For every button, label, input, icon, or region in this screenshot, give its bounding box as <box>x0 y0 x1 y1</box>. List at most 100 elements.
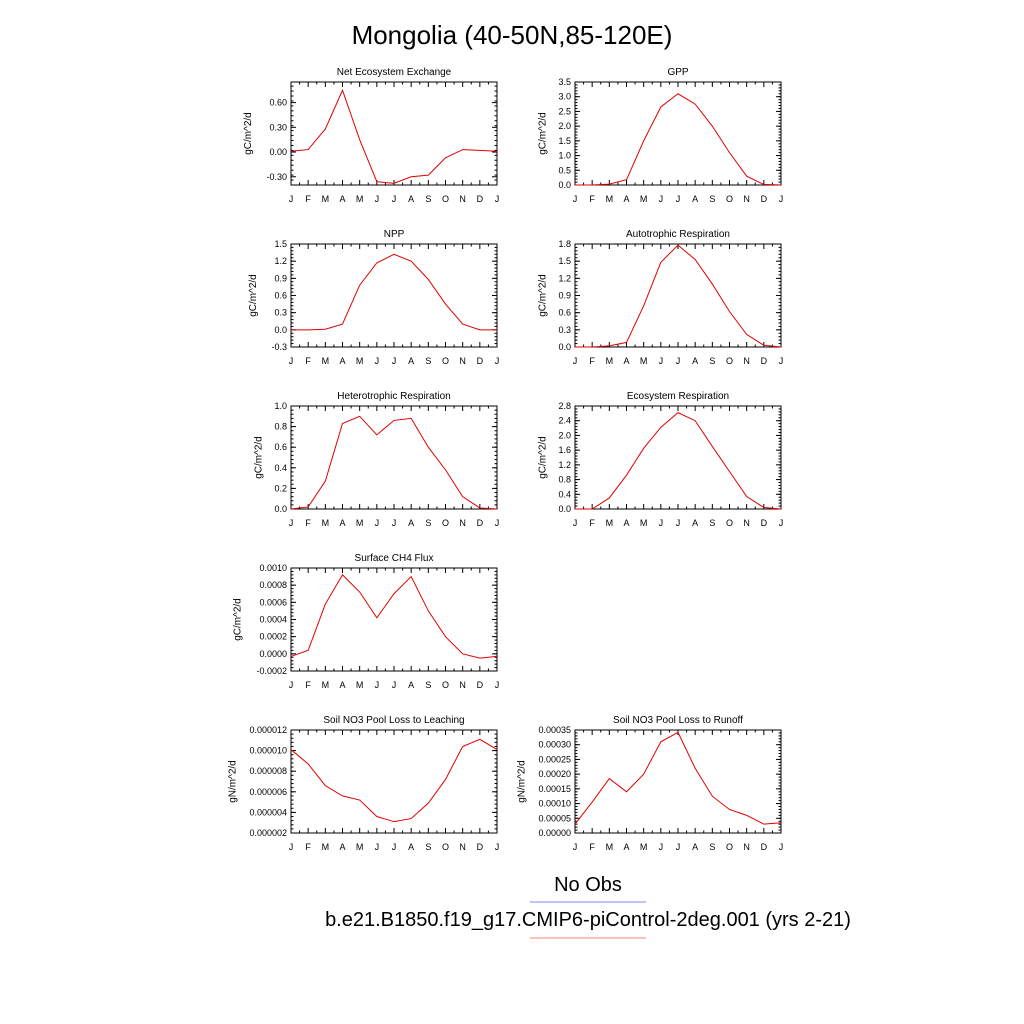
x-tick-label: S <box>709 356 715 366</box>
x-tick-label: J <box>289 680 294 690</box>
y-tick-label: 1.2 <box>274 256 287 266</box>
x-tick-label: A <box>692 842 698 852</box>
y-tick-label: 0.00 <box>269 147 287 157</box>
x-tick-label: S <box>425 356 431 366</box>
x-tick-label: S <box>425 842 431 852</box>
y-tick-label: 0.4 <box>274 463 287 473</box>
panel-9: J F M A M J J A S O N D J0.000000.000050.000100.0001… <box>517 715 784 852</box>
x-tick-label: O <box>726 194 733 204</box>
y-tick-label: 0.000006 <box>249 787 287 797</box>
x-tick-label: S <box>709 194 715 204</box>
panel-title: Surface CH4 Flux <box>355 553 434 564</box>
y-tick-label: -0.0002 <box>256 666 287 676</box>
y-tick-label: 0.0 <box>274 325 287 335</box>
series-line <box>575 93 782 186</box>
series-line <box>574 731 782 825</box>
x-tick-label: J <box>573 194 578 204</box>
x-tick-label: F <box>589 842 595 852</box>
x-tick-label: J <box>392 842 397 852</box>
x-tick-label: M <box>356 194 364 204</box>
x-tick-label: M <box>322 356 330 366</box>
x-tick-label: D <box>477 356 484 366</box>
x-tick-label: F <box>589 356 595 366</box>
y-tick-label: 1.0 <box>274 401 287 411</box>
panel-title: Soil NO3 Pool Loss to Leaching <box>323 715 464 726</box>
x-tick-label: A <box>623 356 629 366</box>
x-tick-label: A <box>623 842 629 852</box>
x-tick-label: J <box>659 194 664 204</box>
plot-frame <box>574 81 782 186</box>
x-tick-label: M <box>640 518 648 528</box>
series-line <box>575 412 782 510</box>
x-tick-label: A <box>408 518 414 528</box>
x-tick-label: O <box>726 518 733 528</box>
y-tick-label: 0.000012 <box>249 725 287 735</box>
x-tick-label: N <box>459 356 466 366</box>
y-axis-label: gN/m^2/d <box>517 760 528 803</box>
x-tick-label: A <box>408 680 414 690</box>
x-tick-label: A <box>339 356 345 366</box>
panel-title: Autotrophic Respiration <box>626 229 730 240</box>
x-tick-label: F <box>589 194 595 204</box>
y-tick-label: 0.60 <box>269 98 287 108</box>
y-tick-label: 0.000002 <box>249 828 287 838</box>
panel-title: Heterotrophic Respiration <box>337 391 450 402</box>
y-tick-label: 1.2 <box>558 460 571 470</box>
x-tick-label: M <box>606 518 614 528</box>
series-line <box>290 574 498 659</box>
x-tick-label: M <box>640 356 648 366</box>
x-tick-label: M <box>356 842 364 852</box>
x-tick-label: J <box>676 842 681 852</box>
x-tick-label: J <box>676 194 681 204</box>
x-tick-label: S <box>709 842 715 852</box>
plot-frame <box>574 405 782 510</box>
y-tick-label: 0.2 <box>274 483 287 493</box>
y-tick-label: 0.00000 <box>538 828 571 838</box>
series-line <box>291 253 497 331</box>
x-tick-label: J <box>659 518 664 528</box>
panel-title: NPP <box>384 229 405 240</box>
panel-title: Net Ecosystem Exchange <box>337 67 452 78</box>
y-axis-label: gN/m^2/d <box>227 760 238 803</box>
x-tick-label: J <box>573 518 578 528</box>
y-axis-label: gC/m^2/d <box>233 598 244 641</box>
x-tick-label: M <box>322 194 330 204</box>
x-tick-label: M <box>640 194 648 204</box>
y-tick-label: 1.5 <box>274 239 287 249</box>
x-tick-label: A <box>408 194 414 204</box>
x-tick-label: J <box>676 356 681 366</box>
x-tick-label: J <box>779 842 784 852</box>
x-tick-label: J <box>659 842 664 852</box>
panel-1: J F M A M J J A S O N D J0.00.51.01.52.02.53.03.5GPP… <box>537 67 783 204</box>
x-tick-label: O <box>726 356 733 366</box>
x-tick-label: A <box>408 842 414 852</box>
y-tick-label: 1.5 <box>558 256 571 266</box>
x-tick-label: J <box>495 680 500 690</box>
x-tick-label: F <box>305 356 311 366</box>
x-tick-label: D <box>477 680 484 690</box>
y-tick-label: 0.0004 <box>259 615 287 625</box>
x-tick-label: J <box>495 194 500 204</box>
panel-8: J F M A M J J A S O N D J0.0000020.0000040.0000060.0… <box>227 715 499 852</box>
y-tick-label: 2.0 <box>558 121 571 131</box>
x-tick-label: F <box>305 194 311 204</box>
y-tick-label: 0.9 <box>558 291 571 301</box>
x-tick-label: M <box>640 842 648 852</box>
y-tick-label: 0.8 <box>558 475 571 485</box>
plot-frame <box>290 243 498 348</box>
x-tick-label: J <box>392 356 397 366</box>
x-tick-label: J <box>289 842 294 852</box>
x-tick-label: D <box>761 842 768 852</box>
x-tick-label: M <box>356 680 364 690</box>
x-tick-label: A <box>623 518 629 528</box>
y-tick-label: 0.30 <box>269 122 287 132</box>
y-tick-label: 0.000008 <box>249 766 287 776</box>
y-tick-label: 1.2 <box>558 273 571 283</box>
y-axis-label: gC/m^2/d <box>243 112 254 155</box>
x-tick-label: M <box>322 518 330 528</box>
x-tick-label: J <box>375 842 380 852</box>
x-tick-label: A <box>339 518 345 528</box>
